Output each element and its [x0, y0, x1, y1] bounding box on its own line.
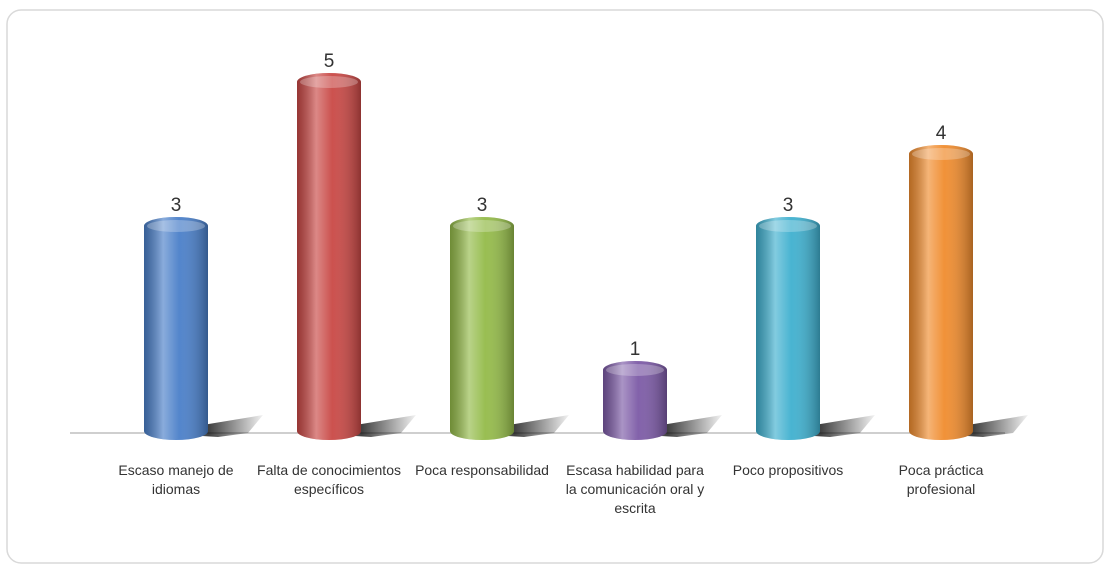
bar-cap: [759, 220, 817, 232]
bar-cap: [606, 364, 664, 376]
frame: [6, 9, 1104, 564]
bar-shading: [297, 73, 361, 440]
x-tick-label: Falta de conocimientos específicos: [257, 462, 401, 497]
bar-shading: [756, 217, 820, 440]
value-label: 1: [630, 339, 641, 360]
value-label: 3: [477, 195, 488, 216]
bar-shading: [450, 217, 514, 440]
bar-cap: [912, 148, 970, 160]
bar-shading: [909, 145, 973, 440]
bar-shading: [603, 361, 667, 440]
bar-cap: [147, 220, 205, 232]
value-label: 5: [324, 51, 335, 72]
x-tick-label: Escasa habilidad para la comunicación or…: [565, 462, 705, 516]
value-label: 3: [171, 195, 182, 216]
bar-cap: [300, 76, 358, 88]
bar-cap: [453, 220, 511, 232]
x-tick-label: Escaso manejo de idiomas: [118, 462, 234, 497]
bar-shading: [144, 217, 208, 440]
value-label: 3: [783, 195, 794, 216]
value-label: 4: [936, 123, 947, 144]
x-tick-label: Poca práctica profesional: [898, 462, 984, 497]
x-tick-label: Poca responsabilidad: [415, 462, 549, 478]
x-tick-label: Poco propositivos: [732, 462, 844, 478]
